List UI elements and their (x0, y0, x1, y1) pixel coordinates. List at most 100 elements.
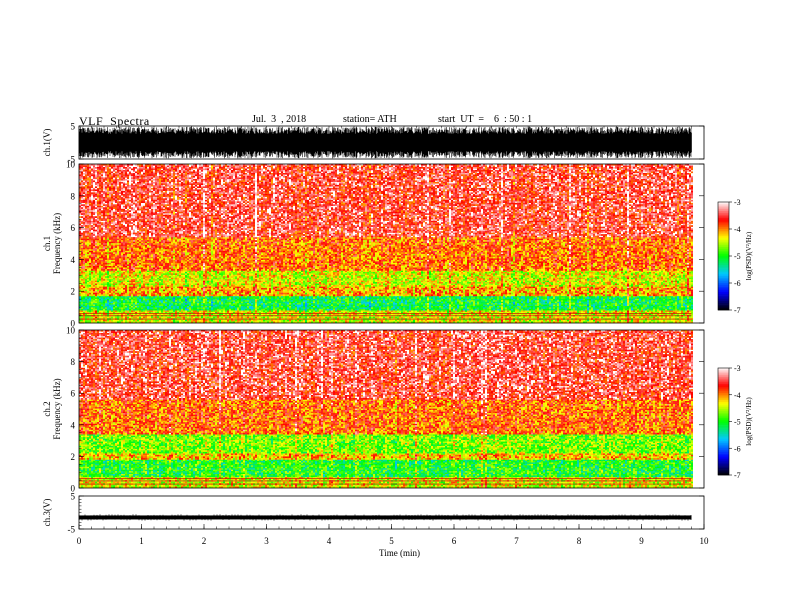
colorbar-step (718, 377, 729, 379)
colorbar-step (718, 256, 729, 258)
colorbar-step (718, 211, 729, 213)
colorbar-step (718, 227, 729, 229)
colorbar-step (718, 243, 729, 245)
colorbar-step (718, 204, 729, 206)
colorbar-step (718, 290, 729, 292)
ch1-spectrogram-ytick-label: 2 (71, 287, 76, 297)
colorbar-step (718, 249, 729, 251)
ch2-spectrogram-ylabel: Frequency (kHz) (52, 378, 62, 439)
ch2-spectrogram-ytick-label: 6 (71, 389, 76, 399)
colorbar-step (718, 368, 729, 370)
colorbar-step (718, 296, 729, 298)
colorbar-step (718, 303, 729, 305)
colorbar-step (718, 423, 729, 425)
colorbar-step (718, 261, 729, 263)
colorbar-step (718, 443, 729, 445)
colorbar-step (718, 388, 729, 390)
colorbar-step (718, 422, 729, 424)
colorbar-step (718, 285, 729, 287)
colorbar-step (718, 305, 729, 307)
colorbar-step (718, 425, 729, 427)
colorbar-step (718, 297, 729, 299)
ch1-spectrogram-ytick-label: 6 (71, 223, 76, 233)
colorbar-tick-label: -6 (734, 444, 741, 453)
xtick-label: 3 (264, 536, 269, 546)
colorbar-step (718, 372, 729, 374)
colorbar-step (718, 380, 729, 382)
colorbar-tick-label: -7 (734, 306, 741, 315)
colorbar-step (718, 301, 729, 303)
colorbar-step (718, 466, 729, 468)
colorbar-step (718, 386, 729, 388)
colorbar-step (718, 242, 729, 244)
colorbar-step (718, 407, 729, 409)
ch3-waveform-ytick-label: 5 (71, 492, 76, 502)
colorbar-step (718, 278, 729, 280)
colorbar-step (718, 225, 729, 227)
colorbar-step (718, 234, 729, 236)
colorbar-step (718, 393, 729, 395)
colorbar-step (718, 409, 729, 411)
colorbar-step (718, 432, 729, 434)
colorbar-step (718, 238, 729, 240)
colorbar-tick-label: -6 (734, 279, 741, 288)
colorbar-step (718, 438, 729, 440)
colorbar-step (718, 270, 729, 272)
colorbar-step (718, 414, 729, 416)
colorbar-step (718, 218, 729, 220)
colorbar-step (718, 236, 729, 238)
ch1-spectrogram-cells (79, 164, 693, 323)
colorbar-step (718, 258, 729, 260)
colorbar-step (718, 370, 729, 372)
colorbar-tick-label: -5 (734, 418, 741, 427)
colorbar-step (718, 464, 729, 466)
colorbar-step (718, 254, 729, 256)
colorbar-step (718, 452, 729, 454)
colorbar-step (718, 224, 729, 226)
colorbar-step (718, 459, 729, 461)
ch3-waveform-ylabel: ch.3(V) (42, 499, 52, 527)
colorbar-step (718, 411, 729, 413)
colorbar-step (718, 245, 729, 247)
colorbar-step (718, 434, 729, 436)
colorbar-step (718, 384, 729, 386)
colorbar-step (718, 375, 729, 377)
colorbar-step (718, 294, 729, 296)
xtick-label: 5 (389, 536, 394, 546)
xtick-label: 10 (700, 536, 710, 546)
colorbar-step (718, 454, 729, 456)
xtick-label: 7 (514, 536, 519, 546)
colorbar-step (718, 457, 729, 459)
ch2-spectrogram-ytick-label: 2 (71, 452, 76, 462)
colorbar-step (718, 272, 729, 274)
colorbar-step (718, 202, 729, 204)
ch3-waveform-ytick-label: -5 (68, 525, 76, 535)
colorbar-step (718, 240, 729, 242)
ch2-spectrogram-ytick-label: 8 (71, 357, 76, 367)
colorbar-step (718, 455, 729, 457)
colorbar-step (718, 389, 729, 391)
colorbar-tick-label: -4 (734, 391, 741, 400)
colorbar-step (718, 468, 729, 470)
colorbar-step (718, 283, 729, 285)
colorbar-step (718, 306, 729, 308)
colorbar-tick-label: -5 (734, 252, 741, 261)
colorbar-step (718, 446, 729, 448)
colorbar-step (718, 373, 729, 375)
ch1-spectrogram-ytick-label: 4 (71, 255, 76, 265)
xtick-label: 8 (577, 536, 582, 546)
xaxis-label: Time (min) (379, 548, 420, 558)
colorbar-tick-label: -4 (734, 225, 741, 234)
ch1-waveform-ytick-label: 5 (71, 122, 76, 132)
colorbar-step (718, 279, 729, 281)
xtick-label: 9 (639, 536, 644, 546)
colorbar-step (718, 461, 729, 463)
colorbar-step (718, 418, 729, 420)
colorbar-step (718, 413, 729, 415)
colorbar-step (718, 430, 729, 432)
colorbar-step (718, 281, 729, 283)
colorbar-step (718, 397, 729, 399)
